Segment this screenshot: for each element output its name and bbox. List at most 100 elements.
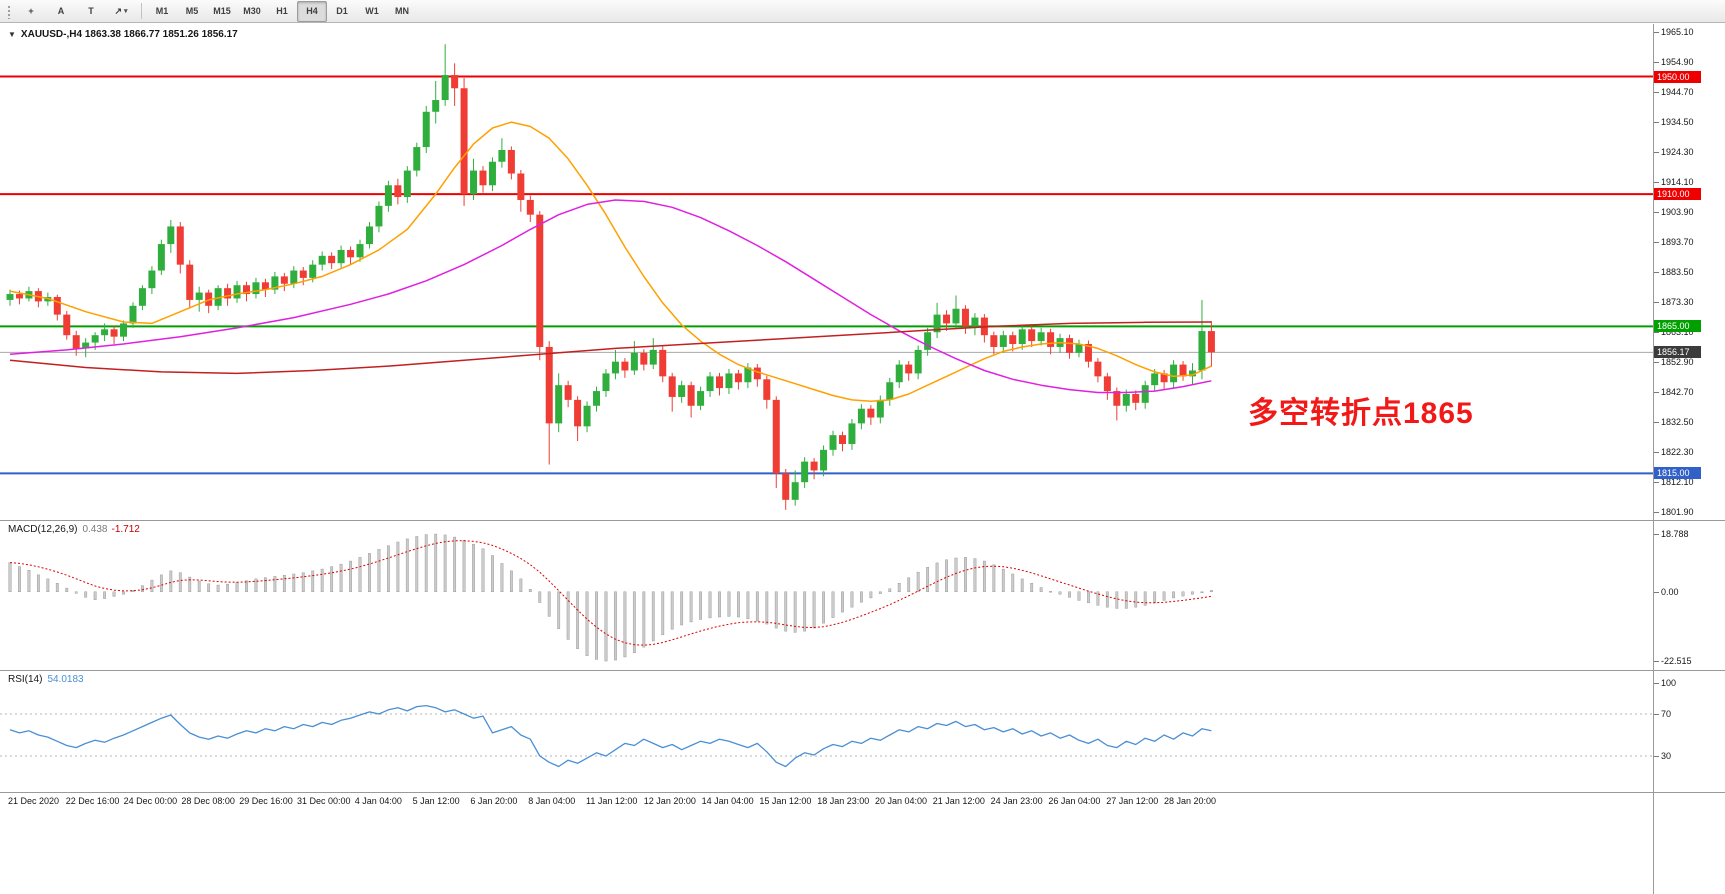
candle-body [148,270,156,289]
timeframe-m5-button[interactable]: M5 [185,6,199,16]
candle-body [725,373,733,389]
macd-signal-value: -1.712 [111,524,140,535]
candle-body [157,244,165,271]
macd-bar [585,591,589,656]
macd-bar [245,580,248,593]
macd-bar [339,563,343,593]
toolbar: + A T ↗ ▾ M1 M5 M15 M30 H1 H4 D1 W1 MN [0,0,1725,23]
timeframe-m30-button[interactable]: M30 [243,6,261,16]
candle-body [829,435,837,450]
time-label: 28 Jan 20:00 [1164,796,1217,806]
tool-crosshair-button[interactable]: + [28,6,34,16]
chart-area[interactable]: ▼ XAUUSD-,H4 1863.38 1866.77 1851.26 1856… [0,24,1725,894]
macd-bar [112,591,116,597]
candle-body [678,385,686,397]
time-label: 27 Jan 12:00 [1106,796,1159,806]
candle-body [1009,335,1017,345]
timeframe-w1-button[interactable]: W1 [365,6,379,16]
tool-text-label-button[interactable]: A [57,6,65,16]
candle-body [782,473,790,500]
time-label: 4 Jan 04:00 [354,796,402,806]
macd-bar [1039,587,1043,592]
candle-body [1103,376,1111,392]
candle-body [621,361,629,371]
candle-body [1207,331,1215,353]
price-tag-1815.00: 1815.00 [1654,467,1701,480]
timeframe-mn-button[interactable]: MN [395,6,409,16]
macd-bar [1001,568,1005,592]
candle-body [697,391,705,406]
time-label: 12 Jan 20:00 [643,796,696,806]
current-price-tag: 1856.17 [1654,346,1701,359]
candle-body [53,296,61,315]
tool-arrow-objects-button[interactable]: ↗ ▾ [114,5,128,16]
macd-indicator-chart[interactable] [0,521,1653,670]
toolbar-grip[interactable] [7,3,12,19]
macd-tick-label: -22.515 [1654,656,1692,667]
macd-bar [18,566,21,592]
timeframe-h1-button[interactable]: H1 [276,6,288,16]
time-label: 24 Dec 00:00 [123,796,178,806]
main-price-chart[interactable] [0,24,1653,520]
candle-body [110,329,118,337]
panel-separator-macd[interactable] [0,520,1725,521]
price-tick-label: 1822.30 [1654,446,1694,457]
time-label: 20 Jan 04:00 [875,796,928,806]
candle-body [593,391,601,406]
macd-bar [661,591,665,636]
panel-separator-rsi[interactable] [0,670,1725,671]
macd-bar [982,560,986,592]
macd-bar [576,591,580,649]
macd-bar [793,591,797,633]
candle-body [668,376,676,397]
macd-bar [604,591,608,662]
candle-body [280,276,288,284]
macd-bar [964,557,967,592]
rsi-indicator-chart[interactable] [0,671,1653,792]
candle-body [243,285,250,295]
time-label: 22 Dec 16:00 [65,796,120,806]
timeframe-m15-button[interactable]: M15 [213,6,231,16]
time-label: 24 Jan 23:00 [990,796,1043,806]
candle-body [101,329,109,336]
macd-bar [992,564,996,593]
macd-bar [632,591,636,653]
timeframe-d1-button[interactable]: D1 [336,6,348,16]
candle-body [195,292,203,300]
tool-trendline-button[interactable]: T [88,6,94,16]
candle-body [488,161,496,186]
candle-body [347,249,355,258]
candle-body [470,170,478,195]
candle-body [687,385,695,406]
timeframe-m1-button[interactable]: M1 [155,6,169,16]
candle-body [365,226,373,245]
price-tick-label: 1954.90 [1654,57,1694,68]
price-tick-label: 1934.50 [1654,117,1694,128]
candle-body [820,449,828,471]
timeframe-h4-button[interactable]: H4 [297,0,327,22]
price-tag-1950.00: 1950.00 [1654,70,1701,83]
macd-bar [27,570,31,593]
timeframe-group: M1 M5 M15 M30 H1 H4 D1 W1 MN [147,0,417,22]
macd-bar [718,591,721,618]
candle-body [734,373,742,383]
macd-bar [528,589,532,592]
macd-bar [850,591,854,608]
candle-body [15,294,23,299]
candle-body [971,317,979,327]
macd-bar [368,553,371,593]
price-tick-label: 1944.70 [1654,87,1694,98]
candle-body [138,288,146,306]
collapse-icon[interactable]: ▼ [8,30,16,39]
macd-bar [1105,591,1109,608]
macd-bar [907,577,911,592]
candle-body [299,270,307,278]
candle-body [810,461,818,471]
rsi-line [9,704,1212,768]
macd-bar [897,582,901,592]
macd-bar [1162,591,1166,601]
macd-bar [670,591,674,630]
macd-bar [443,534,447,593]
candle-body [838,435,846,444]
candle-body [290,270,298,284]
